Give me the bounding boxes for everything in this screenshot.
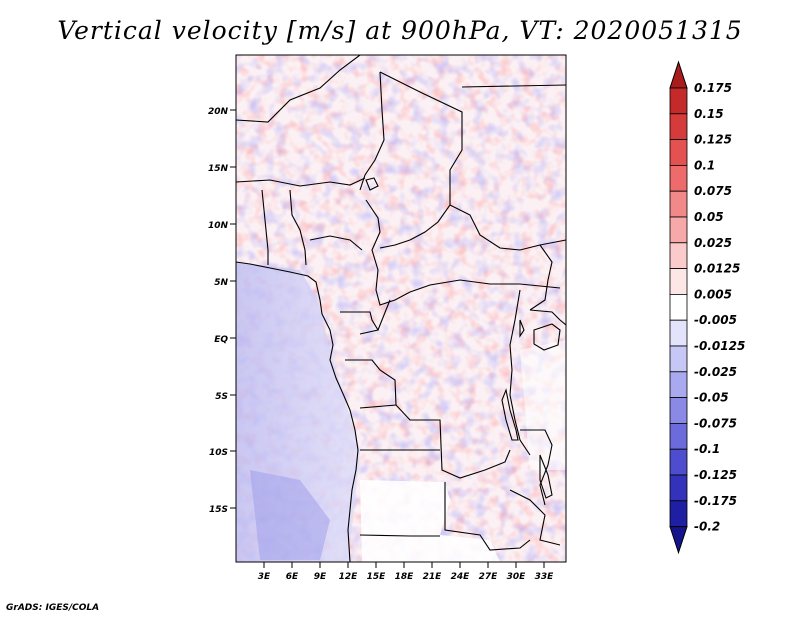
lat-label: 10N xyxy=(208,221,229,231)
colorbar-label: -0.005 xyxy=(694,313,737,327)
colorbar-segment xyxy=(669,319,688,347)
lon-label: 12E xyxy=(339,572,359,582)
border-niger-chad xyxy=(359,71,385,191)
border-drc-angola xyxy=(395,404,511,479)
border-drc-east xyxy=(509,289,531,456)
border-egypt-sudan xyxy=(461,84,566,88)
lon-label: 21E xyxy=(423,572,443,582)
lon-label: 9E xyxy=(314,572,327,582)
longitude-axis: 3E 6E 9E 12E 15E 18E 21E 24E 27E 30E 33E xyxy=(258,562,554,582)
border-benin-nigeria xyxy=(289,189,307,266)
lon-label: 24E xyxy=(451,572,471,582)
latitude-axis: 20N 15N 10N 5N EQ 5S 10S 15S xyxy=(208,107,236,515)
colorbar-label: -0.125 xyxy=(694,468,737,482)
colorbar-label: -0.05 xyxy=(694,391,729,405)
colorbar-label: -0.175 xyxy=(694,494,737,508)
colorbar-segment xyxy=(669,448,688,476)
lakes xyxy=(365,177,561,499)
lon-label: 3E xyxy=(258,572,271,582)
colorbar-label: 0.005 xyxy=(694,287,732,301)
coastline xyxy=(236,261,359,562)
border-congo-north xyxy=(377,299,391,331)
lon-label: 15E xyxy=(367,572,387,582)
colorbar-label: -0.025 xyxy=(694,365,737,379)
map-frame xyxy=(235,54,567,563)
country-boundaries xyxy=(236,55,566,562)
lat-label: 20N xyxy=(208,107,229,117)
colorbar-label: -0.1 xyxy=(694,442,720,456)
colorbar-segment xyxy=(669,164,688,192)
velocity-field xyxy=(236,55,566,562)
colorbar-top-arrow xyxy=(669,60,688,89)
colorbar-label: 0.1 xyxy=(694,158,715,172)
ocean-southwest-blob xyxy=(250,470,330,560)
border-tanzania xyxy=(520,429,553,506)
colorbar-segment xyxy=(669,293,688,321)
border-north-b xyxy=(379,71,463,241)
lat-label: 5S xyxy=(215,392,228,402)
south-quiet-region xyxy=(360,480,500,562)
border-congo-south xyxy=(345,359,397,409)
lon-label: 18E xyxy=(395,572,415,582)
colorbar-label: 0.05 xyxy=(694,210,724,224)
lon-label: 30E xyxy=(507,572,527,582)
border-sahel xyxy=(236,177,366,187)
lake-victoria xyxy=(533,323,561,351)
east-quiet-region xyxy=(520,340,566,470)
colorbar-segment xyxy=(669,500,688,527)
colorbar-label: 0.175 xyxy=(694,81,732,95)
colorbar-segment xyxy=(669,422,688,450)
colorbar-label: 0.15 xyxy=(694,107,724,121)
lat-label: 5N xyxy=(214,278,228,288)
chart-title: Vertical velocity [m/s] at 900hPa, VT: 2… xyxy=(57,16,743,45)
colorbar-segment xyxy=(669,397,688,424)
colorbar-label: 0.075 xyxy=(694,184,732,198)
lake-chad xyxy=(365,177,379,191)
lon-label: 6E xyxy=(286,572,299,582)
colorbar-bottom-arrow xyxy=(669,526,688,555)
colorbar-segment xyxy=(669,139,688,166)
lon-label: 33E xyxy=(535,572,555,582)
lat-label: EQ xyxy=(214,335,228,345)
border-uganda-kenya xyxy=(529,309,566,326)
colorbar-label: -0.0125 xyxy=(694,339,745,353)
border-malawi xyxy=(509,489,561,546)
colorbar-label: -0.2 xyxy=(694,520,720,534)
lake-malawi xyxy=(539,454,553,499)
colorbar-label: 0.0125 xyxy=(694,262,740,276)
lat-label: 15S xyxy=(209,505,228,515)
border-nigeria-cameroon xyxy=(309,235,363,251)
colorbar-segment xyxy=(669,474,688,502)
colorbar-segment xyxy=(669,345,688,373)
grads-credit: GrADS: IGES/COLA xyxy=(6,603,100,613)
colorbar: 0.175 0.15 0.125 0.1 0.075 0.05 0.025 0.0125 0.0… xyxy=(669,60,745,555)
border-chad-car xyxy=(379,239,411,249)
colorbar-segment xyxy=(669,87,688,115)
border-angola-zambia xyxy=(444,482,531,551)
lake-albert xyxy=(519,319,525,338)
border-car-drc xyxy=(409,279,561,293)
colorbar-segment xyxy=(669,371,688,398)
border-ss-uganda xyxy=(529,244,553,311)
colorbar-segment xyxy=(669,242,688,270)
colorbar-label: 0.025 xyxy=(694,236,732,250)
border-north-a xyxy=(236,55,361,123)
colorbar-segment xyxy=(669,216,688,244)
lat-label: 15N xyxy=(208,164,229,174)
border-gabon xyxy=(340,311,379,335)
border-togo xyxy=(261,189,269,265)
colorbar-label: 0.125 xyxy=(694,133,732,147)
border-cameroon-car xyxy=(365,199,411,306)
colorbar-segment xyxy=(669,113,688,141)
colorbar-segment xyxy=(669,268,688,295)
lat-label: 10S xyxy=(209,448,228,458)
colorbar-label: -0.075 xyxy=(694,416,737,430)
lon-label: 27E xyxy=(479,572,499,582)
lake-tanganyika xyxy=(501,388,519,441)
border-namibia xyxy=(359,534,440,537)
colorbar-segment xyxy=(669,190,688,218)
